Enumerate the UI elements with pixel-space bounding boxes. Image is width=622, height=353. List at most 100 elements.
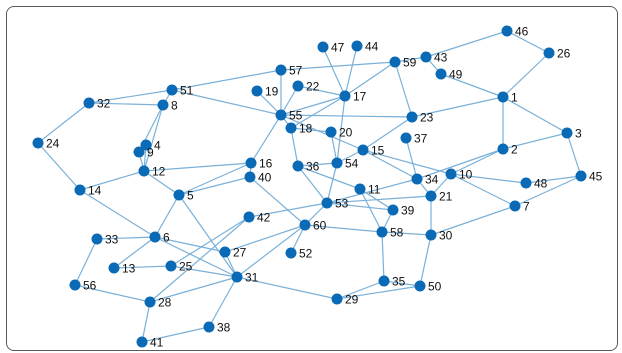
edge-42-28 (149, 216, 250, 303)
node-label-38: 38 (217, 321, 231, 335)
edge-30-50 (419, 234, 432, 287)
edge-58-35 (381, 231, 385, 282)
node-label-50: 50 (428, 280, 442, 294)
node-17 (339, 90, 351, 102)
node-42 (243, 211, 255, 223)
edge-56-28 (74, 284, 151, 303)
node-26 (543, 47, 555, 59)
node-24 (32, 137, 44, 149)
edge-35-29 (336, 280, 385, 300)
edge-23-15 (362, 116, 413, 151)
edges (37, 30, 582, 343)
node-60 (299, 219, 311, 231)
edge-46-26 (506, 30, 550, 54)
node-19 (251, 85, 263, 97)
node-label-41: 41 (150, 336, 164, 350)
edge-40-60 (249, 176, 306, 226)
node-label-5: 5 (187, 189, 194, 203)
node-label-25: 25 (179, 260, 193, 274)
node-label-37: 37 (414, 132, 428, 146)
node-45 (575, 170, 587, 182)
edge-33-6 (96, 236, 156, 240)
edge-29-31 (236, 276, 338, 300)
edge-17-54 (336, 95, 346, 164)
edge-2-10 (450, 148, 504, 175)
edge-5-6 (154, 194, 180, 238)
node-15 (357, 144, 369, 156)
node-label-35: 35 (392, 275, 406, 289)
edge-44-17 (344, 45, 358, 97)
node-41 (136, 336, 148, 348)
node-48 (520, 177, 532, 189)
node-label-34: 34 (425, 173, 439, 187)
node-label-45: 45 (589, 170, 603, 184)
node-label-58: 58 (390, 226, 404, 240)
node-label-17: 17 (353, 90, 367, 104)
node-54 (331, 157, 343, 169)
edge-11-58 (359, 188, 383, 233)
edge-10-15 (362, 149, 452, 175)
node-label-8: 8 (171, 99, 178, 113)
node-18 (285, 122, 297, 134)
node-label-24: 24 (46, 137, 60, 151)
node-13 (108, 262, 120, 274)
edge-6-13 (113, 236, 156, 269)
node-label-60: 60 (313, 219, 327, 233)
node-label-3: 3 (575, 127, 582, 141)
edge-45-48 (525, 175, 582, 184)
edge-31-38 (208, 276, 238, 328)
node-51 (166, 84, 178, 96)
node-2 (497, 143, 509, 155)
edge-21-53 (326, 195, 432, 204)
node-label-21: 21 (439, 190, 453, 204)
node-6 (149, 231, 161, 243)
node-label-7: 7 (523, 200, 530, 214)
node-label-51: 51 (180, 84, 194, 98)
node-53 (321, 197, 333, 209)
edge-17-22 (297, 85, 346, 97)
edge-7-10 (450, 173, 516, 207)
edge-53-39 (326, 202, 394, 211)
nodes: 1234567891011121314151617181920212223242… (32, 25, 603, 350)
node-21 (425, 190, 437, 202)
edge-32-8 (88, 102, 164, 106)
node-30 (425, 229, 437, 241)
node-label-33: 33 (105, 233, 119, 247)
node-label-44: 44 (365, 40, 379, 54)
edge-16-12 (143, 162, 252, 172)
node-31 (231, 271, 243, 283)
node-label-10: 10 (459, 168, 473, 182)
edge-8-12 (143, 104, 164, 172)
node-47 (317, 41, 329, 53)
node-label-23: 23 (420, 111, 434, 125)
node-44 (351, 40, 363, 52)
edge-3-2 (502, 132, 568, 150)
node-label-18: 18 (299, 122, 313, 136)
node-4 (140, 139, 152, 151)
edge-18-20 (290, 127, 332, 133)
edge-24-14 (37, 142, 81, 191)
node-label-59: 59 (403, 56, 417, 70)
edge-25-31 (170, 265, 238, 278)
node-50 (414, 280, 426, 292)
edge-34-53 (326, 178, 418, 204)
node-label-6: 6 (163, 231, 170, 245)
node-label-4: 4 (154, 139, 161, 153)
edge-51-55 (171, 89, 282, 116)
edge-22-55 (280, 85, 299, 116)
node-35 (378, 275, 390, 287)
node-40 (244, 171, 256, 183)
edge-14-6 (79, 189, 156, 238)
edge-59-17 (344, 61, 396, 97)
network-graph: 1234567891011121314151617181920212223242… (32, 25, 603, 350)
node-14 (74, 184, 86, 196)
node-label-20: 20 (339, 126, 353, 140)
node-29 (331, 293, 343, 305)
node-59 (389, 56, 401, 68)
edge-31-28 (149, 276, 238, 303)
edge-3-45 (566, 132, 582, 177)
edge-23-55 (280, 114, 413, 118)
node-label-40: 40 (258, 171, 272, 185)
node-label-2: 2 (511, 143, 518, 157)
edge-45-7 (514, 175, 582, 207)
